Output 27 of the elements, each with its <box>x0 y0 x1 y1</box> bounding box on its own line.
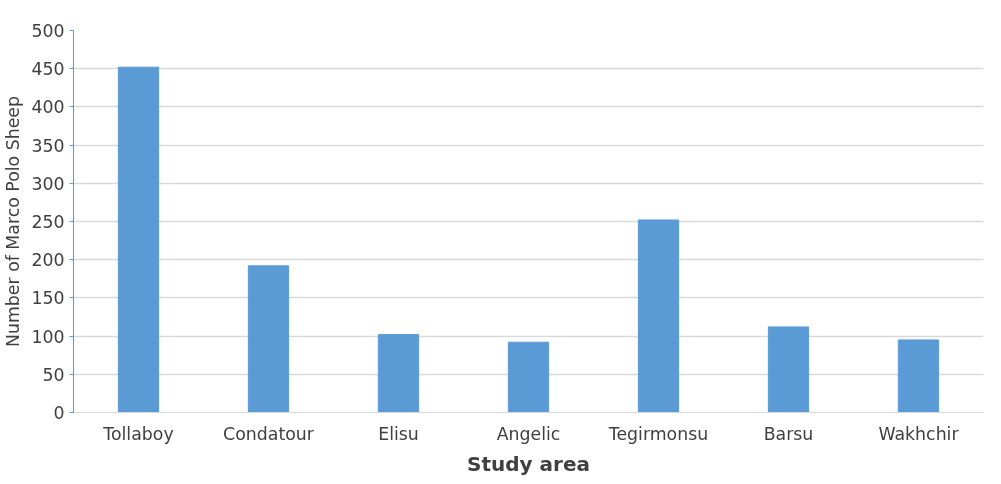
x-tick-label: Elisu <box>378 423 419 444</box>
bar <box>637 219 680 413</box>
y-tick-label: 0 <box>53 403 65 423</box>
y-tick-label: 500 <box>31 21 65 41</box>
y-tick-label: 400 <box>31 97 65 118</box>
bar <box>377 334 420 413</box>
y-axis-title: Number of Marco Polo Sheep <box>3 96 24 347</box>
bar <box>897 339 940 413</box>
bar <box>247 265 290 413</box>
y-tick-label: 350 <box>31 135 65 156</box>
y-tick-label: 200 <box>31 250 65 271</box>
y-tick-label: 150 <box>31 288 65 309</box>
bar <box>507 341 550 413</box>
x-tick-label: Condatour <box>223 423 315 444</box>
y-tick-label: 250 <box>31 212 65 232</box>
y-tick-label: 100 <box>31 326 65 347</box>
x-tick-label: Tegirmonsu <box>607 423 709 444</box>
y-tick-label: 50 <box>42 364 65 385</box>
bar <box>117 66 160 413</box>
x-tick-label: Tollaboy <box>102 423 174 444</box>
x-axis-title: Study area <box>467 451 590 476</box>
bar <box>767 326 810 413</box>
x-tick-label: Barsu <box>763 423 814 444</box>
x-tick-label: Angelic <box>496 423 561 444</box>
x-tick-label: Wakhchir <box>878 423 960 444</box>
y-tick-label: 300 <box>31 173 65 194</box>
y-tick-label: 450 <box>31 59 65 80</box>
